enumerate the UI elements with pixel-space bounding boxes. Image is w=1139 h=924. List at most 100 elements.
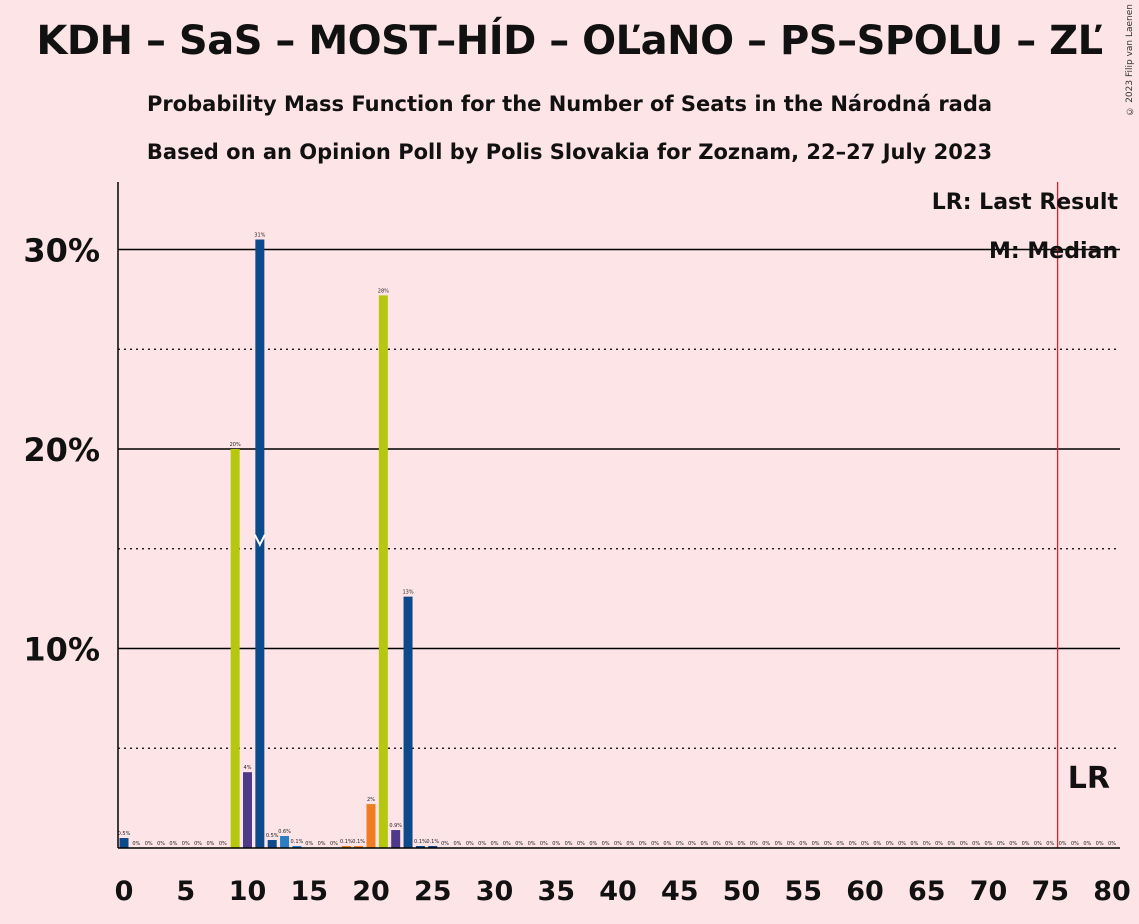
- bar-label-seat-49: 0%: [725, 841, 733, 847]
- x-tick-label-5: 5: [176, 876, 195, 907]
- last-result-mark: LR: [1068, 761, 1110, 796]
- x-tick-label-65: 65: [908, 876, 946, 907]
- bar-label-seat-21: 28%: [378, 288, 389, 294]
- bar-seat-23: [403, 596, 413, 848]
- bar-label-seat-46: 0%: [688, 841, 696, 847]
- bar-label-seat-0: 0.5%: [118, 831, 131, 837]
- bar-label-seat-57: 0%: [824, 841, 832, 847]
- bar-label-seat-27: 0%: [453, 841, 461, 847]
- bar-label-seat-37: 0%: [577, 841, 585, 847]
- bar-label-seat-7: 0%: [206, 841, 214, 847]
- bar-seat-10: [243, 772, 252, 848]
- x-tick-label-25: 25: [414, 876, 452, 907]
- bar-label-seat-31: 0%: [503, 841, 511, 847]
- bar-label-seat-6: 0%: [194, 841, 202, 847]
- x-tick-label-60: 60: [846, 876, 884, 907]
- x-tick-label-40: 40: [599, 876, 637, 907]
- bar-label-seat-19: 0.1%: [352, 839, 365, 845]
- bar-label-seat-36: 0%: [565, 841, 573, 847]
- bar-label-seat-50: 0%: [738, 841, 746, 847]
- bar-label-seat-55: 0%: [799, 841, 807, 847]
- bar-label-seat-62: 0%: [886, 841, 894, 847]
- bar-label-seat-53: 0%: [775, 841, 783, 847]
- bar-label-seat-66: 0%: [935, 841, 943, 847]
- y-tick-label-20: 20%: [23, 431, 100, 469]
- legend-median: M: Median: [989, 239, 1118, 264]
- bar-seat-9: [230, 449, 240, 848]
- y-tick-label-30: 30%: [23, 232, 100, 270]
- bar-seat-0: [119, 838, 129, 848]
- bar-label-seat-65: 0%: [923, 841, 931, 847]
- bar-seat-21: [378, 295, 388, 848]
- axes-group: [117, 182, 1120, 849]
- bar-label-seat-2: 0%: [145, 841, 153, 847]
- bar-seat-22: [391, 830, 401, 848]
- chart-title: KDH – SaS – MOST–HÍD – OĽaNO – PS–SPOLU …: [36, 18, 1103, 64]
- bar-label-seat-64: 0%: [910, 841, 918, 847]
- bar-label-seat-18: 0.1%: [340, 839, 353, 845]
- bar-label-seat-15: 0%: [305, 841, 313, 847]
- x-tick-label-45: 45: [661, 876, 699, 907]
- bar-label-seat-17: 0%: [330, 841, 338, 847]
- bar-label-seat-39: 0%: [602, 841, 610, 847]
- bar-label-seat-72: 0%: [1009, 841, 1017, 847]
- bar-label-seat-42: 0%: [639, 841, 647, 847]
- bar-seat-24: [415, 846, 425, 848]
- legend-group: LR: Last Result M: Median LR: [932, 190, 1119, 796]
- bar-label-seat-41: 0%: [626, 841, 634, 847]
- bar-label-seat-78: 0%: [1083, 841, 1091, 847]
- x-tick-label-70: 70: [970, 876, 1008, 907]
- x-tick-label-35: 35: [537, 876, 575, 907]
- bar-label-seat-45: 0%: [676, 841, 684, 847]
- bar-label-seat-1: 0%: [132, 841, 140, 847]
- bar-label-seat-59: 0%: [849, 841, 857, 847]
- bar-label-seat-61: 0%: [873, 841, 881, 847]
- legend-last-result: LR: Last Result: [932, 190, 1119, 215]
- bar-label-seat-58: 0%: [836, 841, 844, 847]
- x-tick-label-30: 30: [476, 876, 514, 907]
- bar-label-seat-79: 0%: [1096, 841, 1104, 847]
- bar-labels-group: 0.5%0% 0% 0% 0% 0% 0% 0% 0%20%4%31%0.5%0.6%0.1%…: [118, 233, 1117, 847]
- bar-label-seat-25: 0.1%: [426, 839, 439, 845]
- x-tick-label-55: 55: [784, 876, 822, 907]
- bar-label-seat-3: 0%: [157, 841, 165, 847]
- bar-label-seat-51: 0%: [750, 841, 758, 847]
- x-tick-label-75: 75: [1031, 876, 1069, 907]
- bar-label-seat-13: 0.6%: [278, 829, 291, 835]
- bar-label-seat-43: 0%: [651, 841, 659, 847]
- bar-label-seat-73: 0%: [1022, 841, 1030, 847]
- bar-label-seat-12: 0.5%: [266, 833, 279, 839]
- bar-label-seat-76: 0%: [1059, 841, 1067, 847]
- bar-label-seat-22: 0.9%: [389, 823, 402, 829]
- bar-seat-14: [292, 846, 302, 848]
- bar-label-seat-38: 0%: [589, 841, 597, 847]
- bar-label-seat-4: 0%: [169, 841, 177, 847]
- bar-label-seat-60: 0%: [861, 841, 869, 847]
- bar-label-seat-26: 0%: [441, 841, 449, 847]
- x-tick-label-80: 80: [1093, 876, 1131, 907]
- bar-label-seat-34: 0%: [540, 841, 548, 847]
- bar-label-seat-67: 0%: [947, 841, 955, 847]
- bar-label-seat-68: 0%: [960, 841, 968, 847]
- bar-label-seat-32: 0%: [515, 841, 523, 847]
- bar-label-seat-11: 31%: [254, 233, 265, 239]
- x-tick-label-20: 20: [352, 876, 390, 907]
- bar-label-seat-40: 0%: [614, 841, 622, 847]
- bar-label-seat-70: 0%: [985, 841, 993, 847]
- bar-label-seat-56: 0%: [812, 841, 820, 847]
- bar-label-seat-9: 20%: [230, 442, 241, 448]
- bar-label-seat-54: 0%: [787, 841, 795, 847]
- bar-label-seat-35: 0%: [552, 841, 560, 847]
- bar-label-seat-44: 0%: [663, 841, 671, 847]
- bar-label-seat-23: 13%: [402, 590, 413, 596]
- bar-label-seat-5: 0%: [182, 841, 190, 847]
- bar-label-seat-29: 0%: [478, 841, 486, 847]
- bar-label-seat-8: 0%: [219, 841, 227, 847]
- bar-label-seat-63: 0%: [898, 841, 906, 847]
- x-tick-label-10: 10: [229, 876, 267, 907]
- bars-group: [119, 182, 1059, 848]
- bar-label-seat-14: 0.1%: [291, 839, 304, 845]
- bar-label-seat-75: 0%: [1046, 841, 1054, 847]
- bar-label-seat-16: 0%: [318, 841, 326, 847]
